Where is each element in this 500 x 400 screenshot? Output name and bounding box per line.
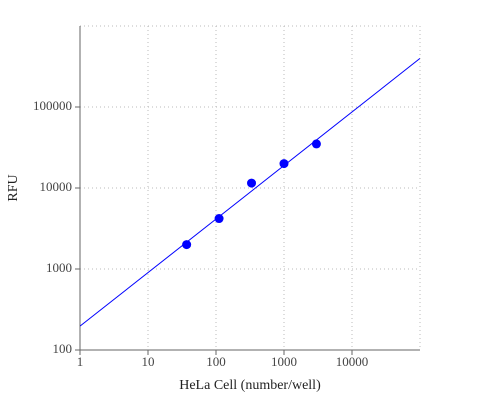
x-tick-label: 10000 — [336, 354, 369, 369]
x-tick-label: 1 — [77, 354, 84, 369]
data-point — [311, 139, 321, 149]
x-tick-label: 100 — [206, 354, 226, 369]
data-point — [247, 178, 257, 188]
y-tick-label: 10000 — [40, 179, 73, 194]
y-tick-label: 1000 — [46, 260, 72, 275]
y-axis-label: RFU — [6, 174, 21, 201]
y-tick-label: 100 — [53, 341, 73, 356]
data-point — [214, 214, 224, 224]
x-axis-label: HeLa Cell (number/well) — [179, 378, 321, 393]
data-point — [279, 159, 289, 169]
x-tick-label: 10 — [142, 354, 155, 369]
x-tick-label: 1000 — [271, 354, 297, 369]
fit-line — [80, 58, 420, 327]
y-tick-label: 100000 — [33, 98, 72, 113]
data-point — [182, 240, 192, 250]
